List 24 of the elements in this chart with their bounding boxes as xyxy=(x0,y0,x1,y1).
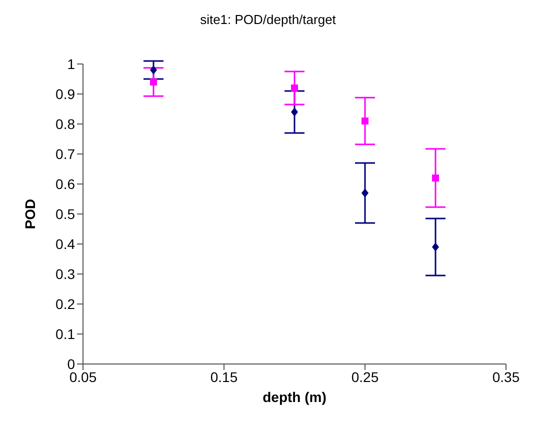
point xyxy=(432,242,439,252)
x-axis-title: depth (m) xyxy=(262,389,326,405)
chart-title: site1: POD/depth/target xyxy=(199,11,337,29)
y-tick-label: 0.4 xyxy=(56,236,76,252)
point xyxy=(291,84,298,92)
y-axis-title: POD xyxy=(22,198,38,230)
point xyxy=(432,174,439,182)
x-tick-label: 0.35 xyxy=(492,368,520,385)
point xyxy=(150,78,157,86)
x-tick-label: 0.25 xyxy=(351,368,379,385)
point xyxy=(150,66,157,74)
y-tick-label: 0.1 xyxy=(56,326,76,342)
point xyxy=(362,118,368,124)
point xyxy=(291,108,298,116)
point xyxy=(362,188,368,198)
y-tick-label: 1 xyxy=(67,56,76,72)
y-tick-label: 0.2 xyxy=(56,296,76,312)
y-tick-label: 0.7 xyxy=(56,146,76,162)
y-tick-label: 0.3 xyxy=(56,266,76,282)
y-tick-label: 0.5 xyxy=(56,206,76,222)
y-tick-label: 0.6 xyxy=(56,176,76,192)
y-tick-label: 0.8 xyxy=(56,116,76,132)
y-tick-label: 0.9 xyxy=(56,86,76,102)
x-tick-label: 0.15 xyxy=(210,368,238,385)
